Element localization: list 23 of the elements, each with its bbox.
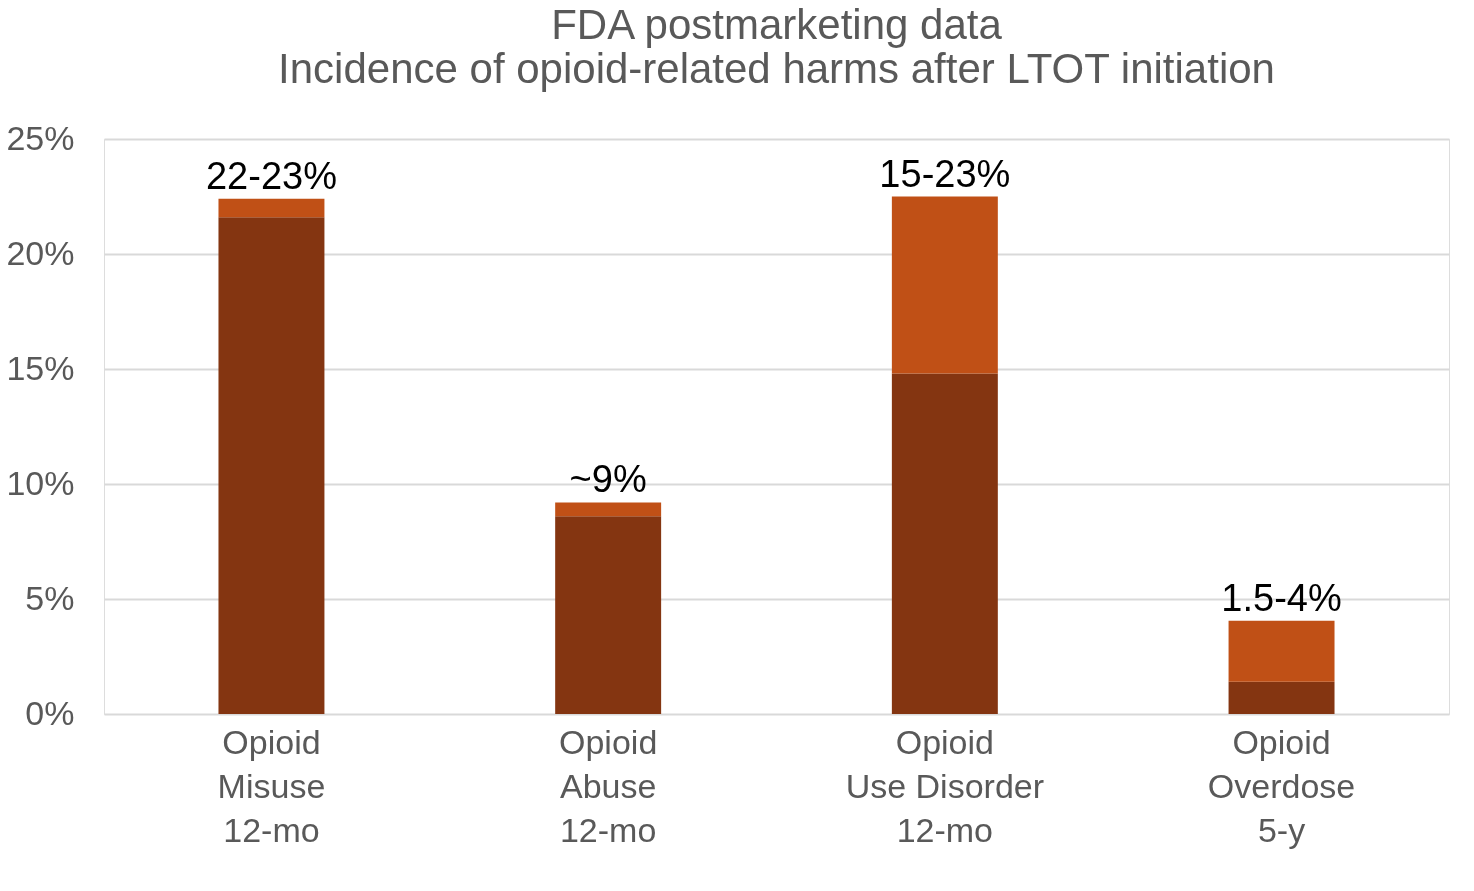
x-tick-label: Opioid Overdose 5-y (1207, 722, 1356, 849)
y-tick-label: 10% (6, 463, 75, 502)
bar (218, 217, 325, 714)
bar (1228, 620, 1335, 682)
x-tick-label: Opioid Misuse 12-mo (217, 722, 326, 849)
x-tick-label: Opioid Abuse 12-mo (559, 722, 658, 849)
chart-title: FDA postmarketing data Incidence of opioid-related harms after LTOT initiation (278, 1, 1275, 92)
total-label: 1.5-4% (1221, 576, 1342, 619)
bar (555, 516, 662, 714)
y-tick-label: 0% (25, 693, 75, 732)
bar (218, 198, 325, 218)
y-tick-label: 15% (6, 348, 75, 387)
x-tick-label: Opioid Use Disorder 12-mo (845, 722, 1045, 849)
total-label: ~9% (569, 458, 647, 501)
total-label: 15-23% (879, 152, 1011, 195)
y-tick-label: 25% (6, 118, 75, 157)
y-tick-label: 20% (6, 233, 75, 272)
bar (891, 196, 998, 374)
bar (891, 373, 998, 714)
y-tick-label: 5% (25, 578, 75, 617)
bar (1228, 681, 1335, 714)
total-label: 22-23% (205, 154, 337, 197)
bar (555, 502, 662, 517)
